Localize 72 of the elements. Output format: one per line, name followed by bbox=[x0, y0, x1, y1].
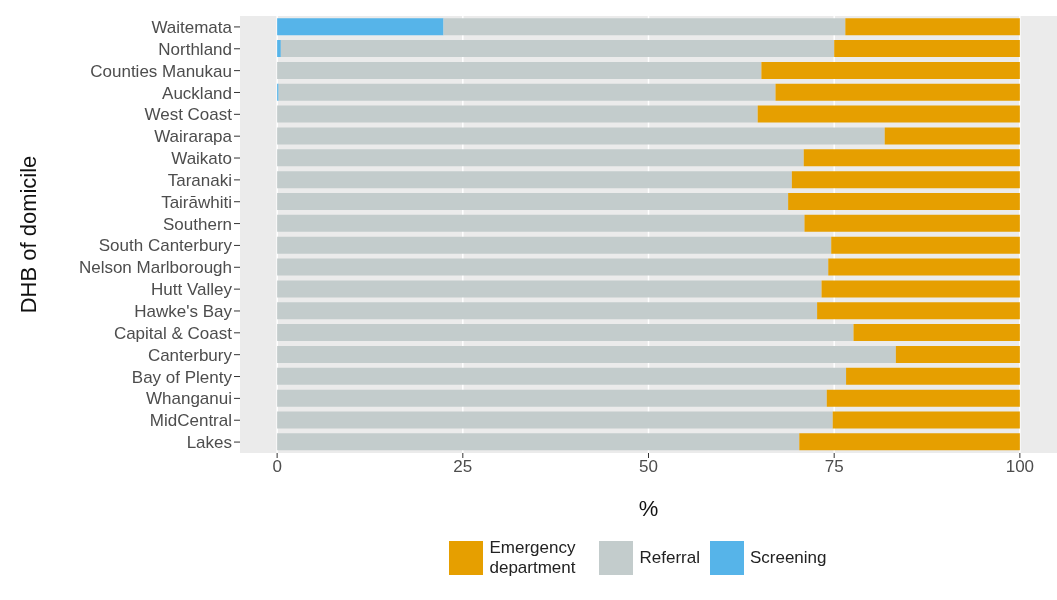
bar bbox=[895, 345, 1020, 363]
x-tick-label: 25 bbox=[453, 457, 473, 477]
bar bbox=[846, 367, 1020, 385]
bar bbox=[831, 236, 1020, 254]
bar bbox=[280, 40, 835, 58]
bar bbox=[277, 127, 885, 145]
y-tick-label: Counties Manukau bbox=[90, 61, 232, 81]
bar bbox=[788, 192, 1020, 210]
y-tick-label: Capital & Coast bbox=[113, 323, 233, 343]
y-axis-title: DHB of domicile bbox=[15, 155, 41, 314]
bar bbox=[821, 280, 1020, 298]
bar bbox=[277, 149, 804, 167]
bar bbox=[799, 433, 1020, 451]
bar bbox=[277, 214, 805, 232]
bar bbox=[277, 433, 800, 451]
y-tick-label: Southern bbox=[163, 214, 232, 234]
bar bbox=[834, 40, 1020, 58]
y-tick-label: Nelson Marlborough bbox=[78, 258, 232, 278]
bar bbox=[277, 280, 822, 298]
bar bbox=[277, 324, 854, 342]
y-tick-label: Northland bbox=[158, 39, 232, 59]
legend-label: Screening bbox=[749, 548, 827, 568]
y-tick-label: Wairarapa bbox=[154, 127, 233, 147]
bar bbox=[757, 105, 1020, 123]
bar bbox=[791, 171, 1020, 189]
y-tick-label: Hawke's Bay bbox=[134, 302, 233, 322]
bar bbox=[277, 105, 758, 123]
y-tick-label: Hutt Valley bbox=[151, 280, 233, 300]
bar bbox=[828, 258, 1020, 276]
bar bbox=[884, 127, 1020, 145]
bar bbox=[277, 258, 829, 276]
bar bbox=[277, 367, 847, 385]
x-tick-label: 75 bbox=[824, 457, 844, 477]
legend-label: Emergency department bbox=[489, 538, 577, 578]
bar bbox=[803, 149, 1020, 167]
bar bbox=[278, 83, 776, 101]
bar bbox=[845, 18, 1020, 36]
x-tick-label: 100 bbox=[1005, 457, 1035, 477]
y-tick-label: Whanganui bbox=[145, 389, 232, 409]
y-tick-label: South Canterbury bbox=[98, 236, 233, 256]
bar bbox=[775, 83, 1020, 101]
bar bbox=[761, 61, 1020, 79]
y-tick-label: Canterbury bbox=[147, 345, 233, 365]
x-tick-label: 0 bbox=[272, 457, 282, 477]
bar bbox=[277, 236, 832, 254]
y-tick-label: Lakes bbox=[186, 433, 232, 453]
bar bbox=[277, 302, 818, 320]
bar bbox=[277, 192, 789, 210]
legend-label: Referral bbox=[639, 548, 700, 568]
x-tick-label: 50 bbox=[639, 457, 658, 477]
bar bbox=[277, 171, 792, 189]
bar bbox=[804, 214, 1020, 232]
bar bbox=[443, 18, 846, 36]
y-tick-label: Auckland bbox=[162, 83, 232, 103]
bar bbox=[277, 389, 827, 407]
y-tick-label: Waikato bbox=[171, 149, 232, 169]
y-tick-label: MidCentral bbox=[149, 411, 232, 431]
bar bbox=[853, 324, 1020, 342]
bar bbox=[817, 302, 1020, 320]
bar bbox=[277, 345, 896, 363]
y-tick-label: West Coast bbox=[144, 105, 233, 125]
bar bbox=[832, 411, 1020, 429]
y-tick-label: Bay of Plenty bbox=[131, 367, 233, 387]
bar bbox=[277, 411, 833, 429]
y-tick-label: Waitemata bbox=[151, 17, 233, 37]
bar bbox=[277, 40, 281, 58]
x-axis-title: % bbox=[638, 496, 659, 521]
y-tick-label: Tairāwhiti bbox=[161, 192, 232, 212]
y-tick-label: Taranaki bbox=[167, 170, 232, 190]
bar bbox=[826, 389, 1020, 407]
bar bbox=[277, 18, 444, 36]
bar bbox=[277, 61, 762, 79]
